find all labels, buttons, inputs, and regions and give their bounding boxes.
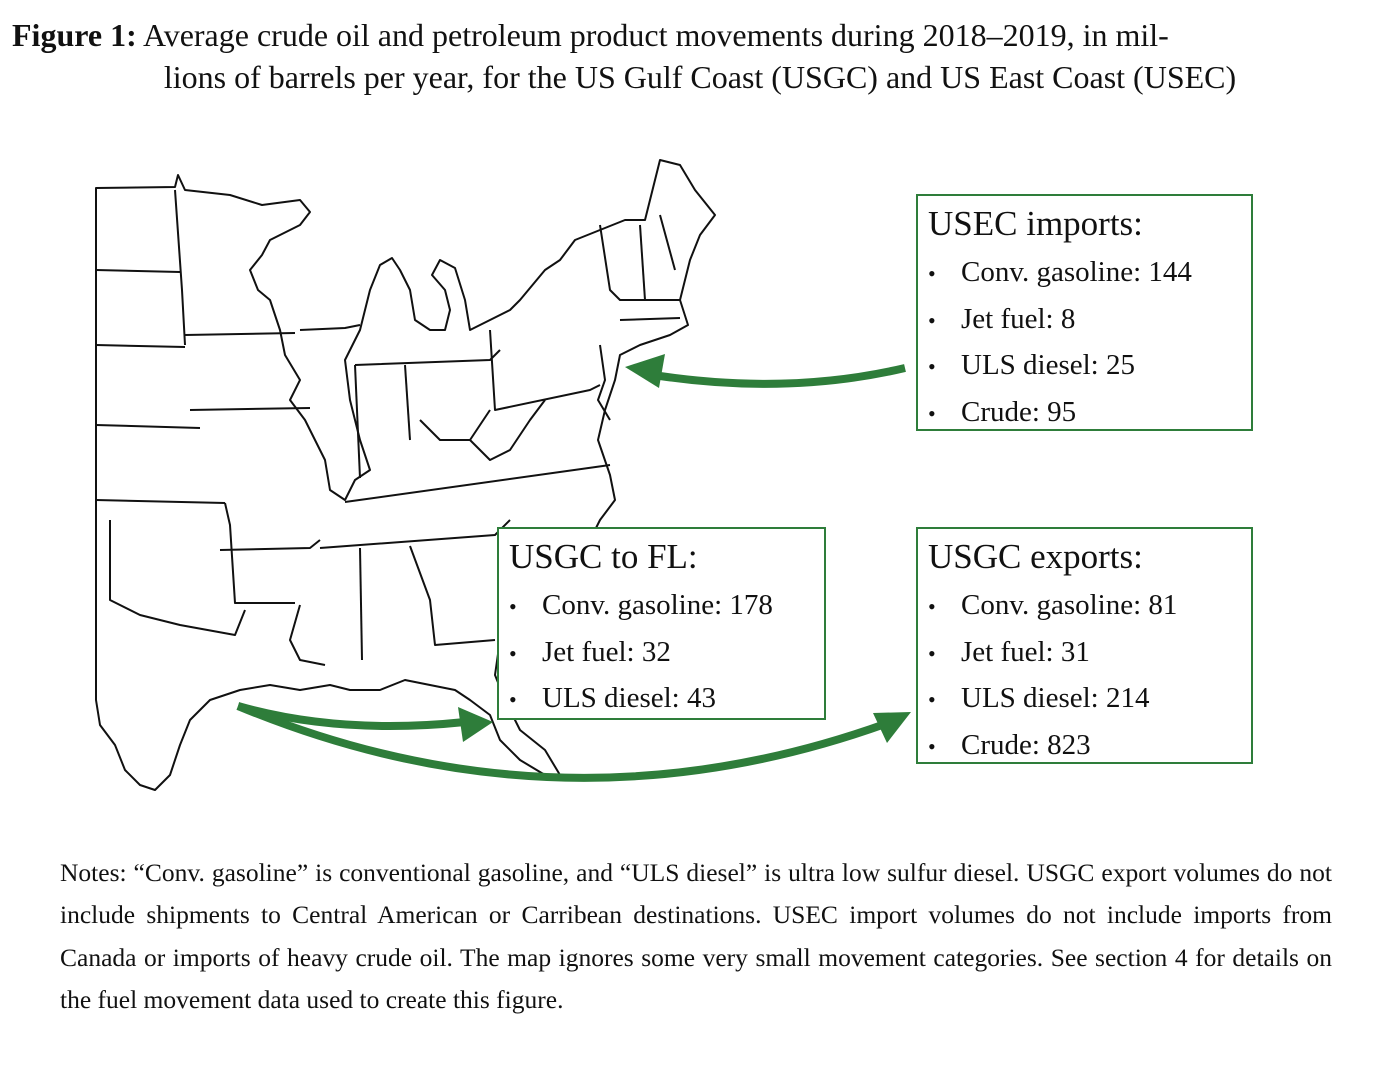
- bullet-icon: •: [509, 594, 517, 619]
- list-item: • Crude: 95: [918, 390, 1251, 437]
- bullet-icon: •: [928, 594, 936, 619]
- bullet-icon: •: [928, 307, 936, 333]
- item-label: Crude: 823: [961, 728, 1091, 761]
- arrowheads: [458, 354, 911, 743]
- list-item: • ULS diesel: 25: [918, 343, 1251, 390]
- bullet-icon: •: [928, 400, 936, 426]
- item-label: Jet fuel: 32: [542, 635, 671, 668]
- usgc-to-fl-arrowhead: [458, 707, 493, 742]
- item-label: Jet fuel: 31: [961, 635, 1090, 668]
- figure-notes: Notes: “Conv. gasoline” is conventional …: [60, 858, 1332, 1014]
- flow-arrows: [236, 364, 906, 782]
- usgc-exports-list: • Conv. gasoline: 81 • Jet fuel: 31 • ULS d…: [918, 583, 1251, 769]
- usgc-to-fl-title: USGC to FL:: [509, 537, 698, 576]
- bullet-icon: •: [509, 687, 517, 712]
- list-item: • Conv. gasoline: 144: [918, 250, 1251, 297]
- bullet-icon: •: [928, 640, 936, 666]
- usgc-export-arrowhead: [873, 712, 911, 743]
- caption-text-line2: lions of barrels per year, for the US Gu…: [163, 59, 1237, 95]
- bullet-icon: •: [928, 354, 936, 379]
- figure-caption: Figure 1: Average crude oil and petroleu…: [12, 14, 1388, 98]
- item-label: Conv. gasoline: 144: [961, 256, 1192, 288]
- usgc-to-fl-list: • Conv. gasoline: 178 • Jet fuel: 32 • ULS …: [499, 583, 824, 723]
- bullet-icon: •: [928, 687, 936, 712]
- list-item: • Conv. gasoline: 178: [499, 583, 824, 630]
- item-label: ULS diesel: 43: [542, 682, 716, 714]
- item-label: ULS diesel: 25: [961, 349, 1135, 381]
- item-label: Conv. gasoline: 178: [542, 589, 773, 621]
- list-item: • Crude: 823: [918, 723, 1251, 770]
- state-outlines: [95, 159, 716, 791]
- usec-imports-title: USEC imports:: [928, 204, 1143, 243]
- list-item: • Conv. gasoline: 81: [918, 583, 1251, 630]
- list-item: • Jet fuel: 8: [918, 297, 1251, 344]
- list-item: • ULS diesel: 214: [918, 676, 1251, 723]
- bullet-icon: •: [928, 733, 936, 759]
- item-label: Crude: 95: [961, 395, 1077, 428]
- list-item: • Jet fuel: 31: [918, 630, 1251, 677]
- usgc-export-arrow: [236, 702, 887, 782]
- usgc-to-fl-box: USGC to FL: • Conv. gasoline: 178 • Jet fu…: [497, 527, 826, 720]
- item-label: ULS diesel: 214: [961, 682, 1150, 714]
- usec-import-arrow: [659, 364, 906, 388]
- usgc-exports-box: USGC exports: • Conv. gasoline: 81 • Jet f…: [916, 527, 1253, 764]
- bullet-icon: •: [928, 261, 936, 286]
- bullet-icon: •: [509, 640, 517, 666]
- usec-imports-box: USEC imports: • Conv. gasoline: 144 • Jet …: [916, 194, 1253, 431]
- usec-import-arrowhead: [625, 354, 665, 388]
- caption-text-line1: Average crude oil and petroleum product …: [142, 17, 1169, 53]
- list-item: • ULS diesel: 43: [499, 676, 824, 723]
- list-item: • Jet fuel: 32: [499, 630, 824, 677]
- figure-label: Figure 1:: [12, 17, 137, 53]
- usec-imports-list: • Conv. gasoline: 144 • Jet fuel: 8 • ULS d…: [918, 250, 1251, 436]
- item-label: Jet fuel: 8: [961, 302, 1076, 335]
- usgc-exports-title: USGC exports:: [928, 537, 1143, 576]
- item-label: Conv. gasoline: 81: [961, 589, 1178, 621]
- eastern-us-map: [95, 159, 911, 791]
